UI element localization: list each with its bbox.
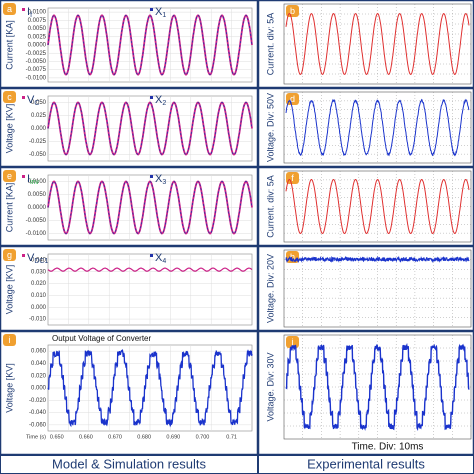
y-tick-label: 0.0000: [28, 205, 47, 211]
y-tick-label: -0.050: [29, 152, 47, 158]
y-axis-label: Voltage [KV]: [4, 265, 14, 315]
legend-swatch: [150, 254, 153, 257]
plot-title: Output Voltage of Converter: [52, 334, 152, 343]
panel-letter: e: [7, 171, 12, 181]
y-tick-label: 0.025: [31, 113, 47, 119]
x-tick-label: 0.650: [50, 434, 64, 440]
y-tick-label: -0.020: [29, 398, 47, 404]
panel-letter: i: [9, 335, 11, 345]
y-tick-label: 0.000: [31, 386, 47, 392]
x-axis-label: Time. Div: 10ms: [352, 442, 424, 453]
legend-swatch: [22, 8, 25, 11]
y-tick-label: -0.060: [29, 422, 47, 428]
y-tick-label: 0.0050: [28, 26, 47, 32]
panel-letter: g: [7, 250, 12, 260]
figure: Model & Simulation results Experimental …: [0, 0, 474, 474]
y-tick-label: 0.020: [31, 281, 47, 287]
y-tick-label: -0.0075: [26, 67, 47, 73]
legend-sub: C: [34, 100, 39, 107]
y-tick-label: 0.060: [31, 349, 47, 355]
y-tick-label: -0.040: [29, 410, 47, 416]
y-tick-label: 0.040: [31, 361, 47, 367]
y-axis-label: Voltage. Div: 30V: [265, 352, 275, 421]
x-tick-label: 0.660: [79, 434, 93, 440]
x-tick-label: 0.680: [137, 434, 151, 440]
legend-sub: inv: [30, 179, 39, 186]
y-tick-label: -0.0025: [26, 51, 47, 57]
y-tick-label: 0.000: [31, 305, 47, 311]
panel-letter: c: [7, 92, 12, 102]
y-tick-label: -0.010: [29, 317, 47, 323]
x-tick-label: 0.670: [108, 434, 122, 440]
legend-sub: f: [30, 12, 32, 19]
legend-sub: 3: [162, 179, 166, 186]
y-axis-label: Voltage [KV]: [4, 363, 14, 413]
y-axis-label: Current. div: 5A: [265, 13, 275, 76]
y-axis-label: Current. div: 5A: [265, 175, 275, 238]
y-tick-label: 0.0025: [28, 34, 47, 40]
legend-swatch: [22, 254, 25, 257]
y-tick-label: 0.0000: [28, 43, 47, 49]
legend-swatch: [22, 175, 25, 178]
y-tick-label: 0.030: [31, 269, 47, 275]
legend-swatch: [150, 96, 153, 99]
y-axis-label: Current [KA]: [4, 183, 14, 233]
x-tick-label: 0.700: [196, 434, 210, 440]
panel-letter: a: [7, 4, 12, 14]
y-axis-label: Voltage. Div: 50V: [265, 93, 275, 162]
x-tick-label: 0.690: [166, 434, 180, 440]
legend-swatch: [22, 96, 25, 99]
y-tick-label: -0.0050: [26, 218, 47, 224]
legend-sub: 1: [162, 12, 166, 19]
y-axis-label: Voltage. Div: 20V: [265, 254, 275, 323]
y-tick-label: -0.025: [29, 139, 47, 145]
y-tick-label: 0.000: [31, 126, 47, 132]
y-tick-label: -0.0100: [26, 231, 47, 237]
y-tick-label: -0.0050: [26, 59, 47, 65]
x-tick-label: 0.71: [226, 434, 237, 440]
y-tick-label: 0.020: [31, 373, 47, 379]
caption: Model & Simulation results: [52, 456, 206, 471]
y-tick-label: -0.0100: [26, 75, 47, 81]
legend-swatch: [150, 8, 153, 11]
y-tick-label: 0.0050: [28, 192, 47, 198]
legend-sub: 2: [162, 100, 166, 107]
y-tick-label: 0.010: [31, 293, 47, 299]
legend-swatch: [150, 175, 153, 178]
legend-sub: DC1: [34, 258, 48, 265]
x-axis-label: Time (s): [26, 434, 46, 440]
y-axis-label: Current [KA]: [4, 20, 14, 70]
legend-sub: 4: [162, 258, 166, 265]
y-axis-label: Voltage [KV]: [4, 104, 14, 154]
caption: Experimental results: [307, 456, 425, 471]
